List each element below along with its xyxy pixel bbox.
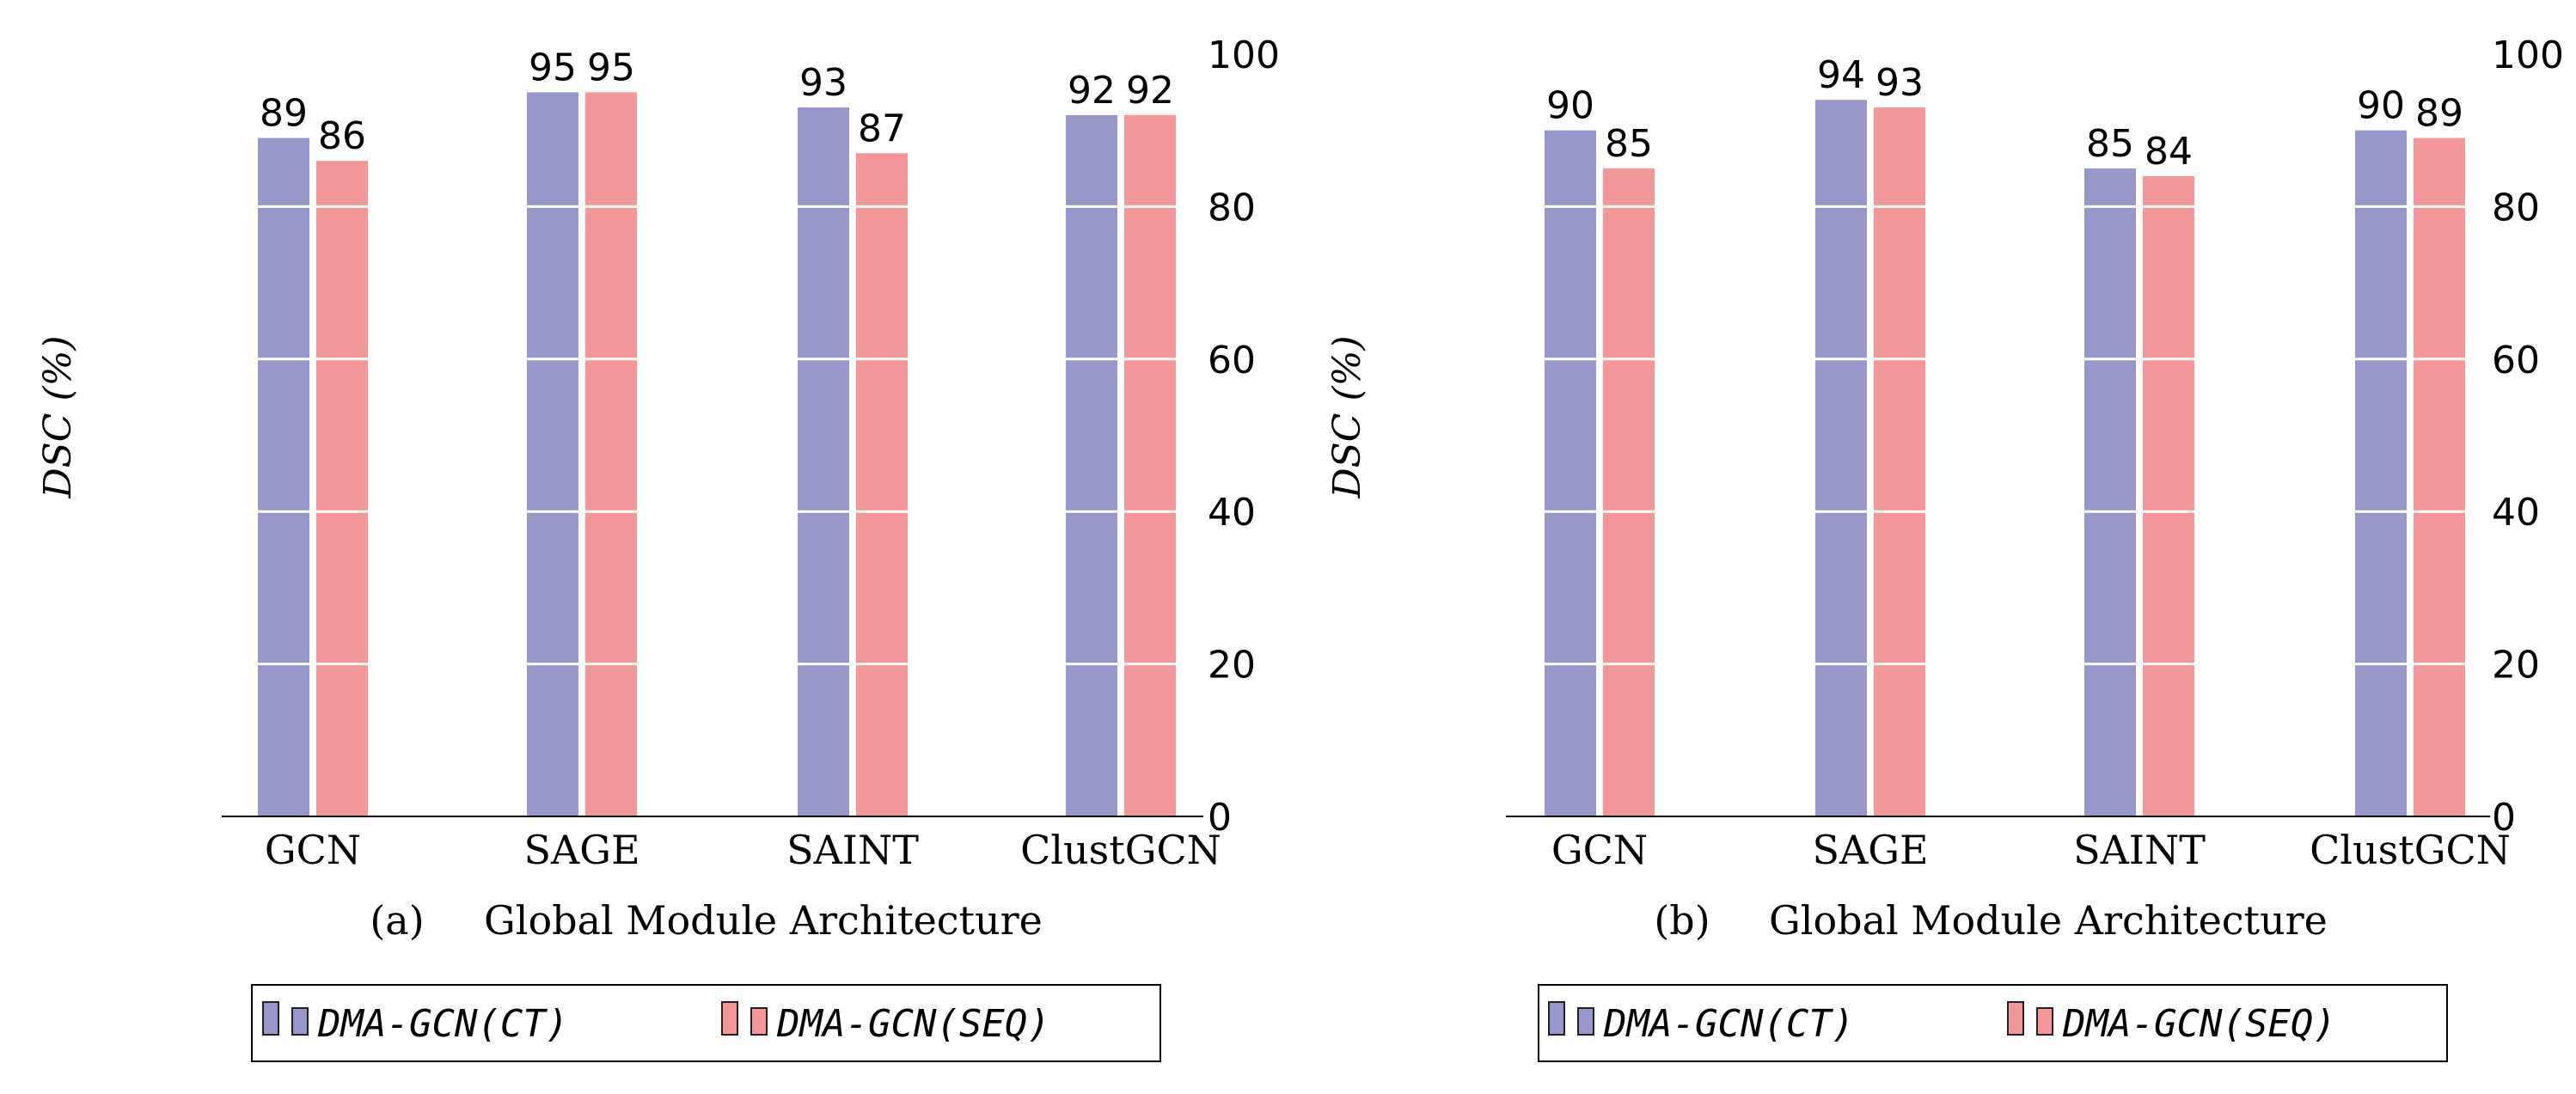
bar-value-label: 94 xyxy=(1817,53,1865,97)
legend-swatch-ct-1 xyxy=(262,1001,279,1036)
bar-value-label: 92 xyxy=(1068,69,1116,113)
legend-swatch-ct-2 xyxy=(291,1007,309,1036)
x-axis-label: Global Module Architecture xyxy=(484,897,1043,944)
bar-value-label: 86 xyxy=(318,114,366,158)
y-tick-label: 40 xyxy=(2492,491,2540,535)
legend: DMA-GCN(CT) DMA-GCN(SEQ) xyxy=(251,984,1161,1062)
bar-value-label: 89 xyxy=(2415,92,2463,136)
legend-swatch-seq-2 xyxy=(750,1007,768,1036)
y-tick-label: 100 xyxy=(1208,34,1280,77)
y-tick-label: 0 xyxy=(2492,796,2516,840)
category-label-saint: SAINT xyxy=(786,827,919,873)
bar-value-label: 95 xyxy=(587,46,635,89)
bar-ct-clustgcn xyxy=(2355,130,2407,816)
y-tick-label: 40 xyxy=(1208,491,1256,535)
bar-ct-sage xyxy=(1815,100,1867,817)
bar-value-label: 95 xyxy=(529,46,577,89)
category-label-sage: SAGE xyxy=(1812,827,1928,873)
y-tick-label: 0 xyxy=(1208,796,1232,840)
y-tick-label: 100 xyxy=(2492,34,2564,77)
bar-value-label: 90 xyxy=(2357,84,2405,128)
category-label-gcn: GCN xyxy=(265,827,361,873)
bar-value-label: 85 xyxy=(2086,122,2134,166)
bar-ct-saint xyxy=(2084,168,2136,817)
y-tick-labels: 0 20 40 60 80 100 xyxy=(1208,34,1280,840)
y-tick-label: 60 xyxy=(2492,339,2540,382)
bar-seq-gcn xyxy=(1603,168,1655,817)
category-tick-labels: GCN SAGE SAINT ClustGCN xyxy=(265,827,1221,873)
y-tick-label: 80 xyxy=(1208,186,1256,229)
bars-group xyxy=(1545,100,2465,817)
bar-value-label: 84 xyxy=(2145,130,2193,174)
legend-label-seq: DMA-GCN(SEQ) xyxy=(2062,1002,2336,1046)
legend-swatch-ct-1 xyxy=(1548,1001,1565,1036)
bar-seq-clustgcn xyxy=(1124,114,1176,816)
bar-value-label: 93 xyxy=(1875,61,1924,105)
bar-value-label: 85 xyxy=(1605,122,1653,166)
panel-letter: (b) xyxy=(1654,897,1710,944)
legend-swatch-seq-2 xyxy=(2036,1007,2053,1036)
category-tick-labels: GCN SAGE SAINT ClustGCN xyxy=(1551,827,2511,873)
bar-value-label: 92 xyxy=(1126,69,1174,113)
legend-label-ct: DMA-GCN(CT) xyxy=(1603,1002,1854,1046)
bar-value-label: 89 xyxy=(260,92,308,136)
bar-seq-saint xyxy=(856,153,908,816)
category-label-gcn: GCN xyxy=(1551,827,1648,873)
bar-seq-sage xyxy=(585,92,637,817)
legend-label-seq: DMA-GCN(SEQ) xyxy=(776,1002,1050,1046)
bar-seq-clustgcn xyxy=(2414,138,2465,816)
y-tick-label: 20 xyxy=(2492,644,2540,688)
y-tick-labels: 0 20 40 60 80 100 xyxy=(2492,34,2564,840)
y-tick-label: 20 xyxy=(1208,644,1256,688)
bar-value-label: 93 xyxy=(799,61,847,105)
y-tick-label: 80 xyxy=(2492,186,2540,229)
panel-letter: (a) xyxy=(370,897,424,944)
bar-ct-gcn xyxy=(1545,130,1596,816)
category-label-saint: SAINT xyxy=(2073,827,2206,873)
bar-ct-gcn xyxy=(258,138,309,816)
legend-swatch-seq-1 xyxy=(2007,1001,2024,1036)
legend-label-ct: DMA-GCN(CT) xyxy=(317,1002,568,1046)
y-axis-label: DSC (%) xyxy=(1325,335,1369,498)
bar-ct-sage xyxy=(527,92,578,817)
bar-gridlines xyxy=(1545,205,2465,666)
legend-swatch-ct-2 xyxy=(1577,1007,1594,1036)
legend-frame xyxy=(1538,984,2448,1062)
bar-ct-clustgcn xyxy=(1066,114,1117,816)
legend-frame xyxy=(251,984,1161,1062)
bar-value-label: 87 xyxy=(858,107,906,150)
bar-seq-sage xyxy=(1874,107,1925,817)
bar-seq-gcn xyxy=(316,161,368,816)
category-label-clustgcn: ClustGCN xyxy=(1020,827,1221,873)
category-label-sage: SAGE xyxy=(523,827,639,873)
y-axis-label: DSC (%) xyxy=(36,335,80,498)
bar-ct-saint xyxy=(798,107,849,817)
legend: DMA-GCN(CT) DMA-GCN(SEQ) xyxy=(1538,984,2448,1062)
bar-value-label: 90 xyxy=(1546,84,1594,128)
bars-group xyxy=(258,92,1176,817)
legend-swatch-seq-1 xyxy=(721,1001,738,1036)
bar-gridlines xyxy=(258,205,1176,666)
y-tick-label: 60 xyxy=(1208,339,1256,382)
x-axis-label: Global Module Architecture xyxy=(1769,897,2328,944)
category-label-clustgcn: ClustGCN xyxy=(2310,827,2511,873)
bar-seq-saint xyxy=(2143,175,2194,817)
